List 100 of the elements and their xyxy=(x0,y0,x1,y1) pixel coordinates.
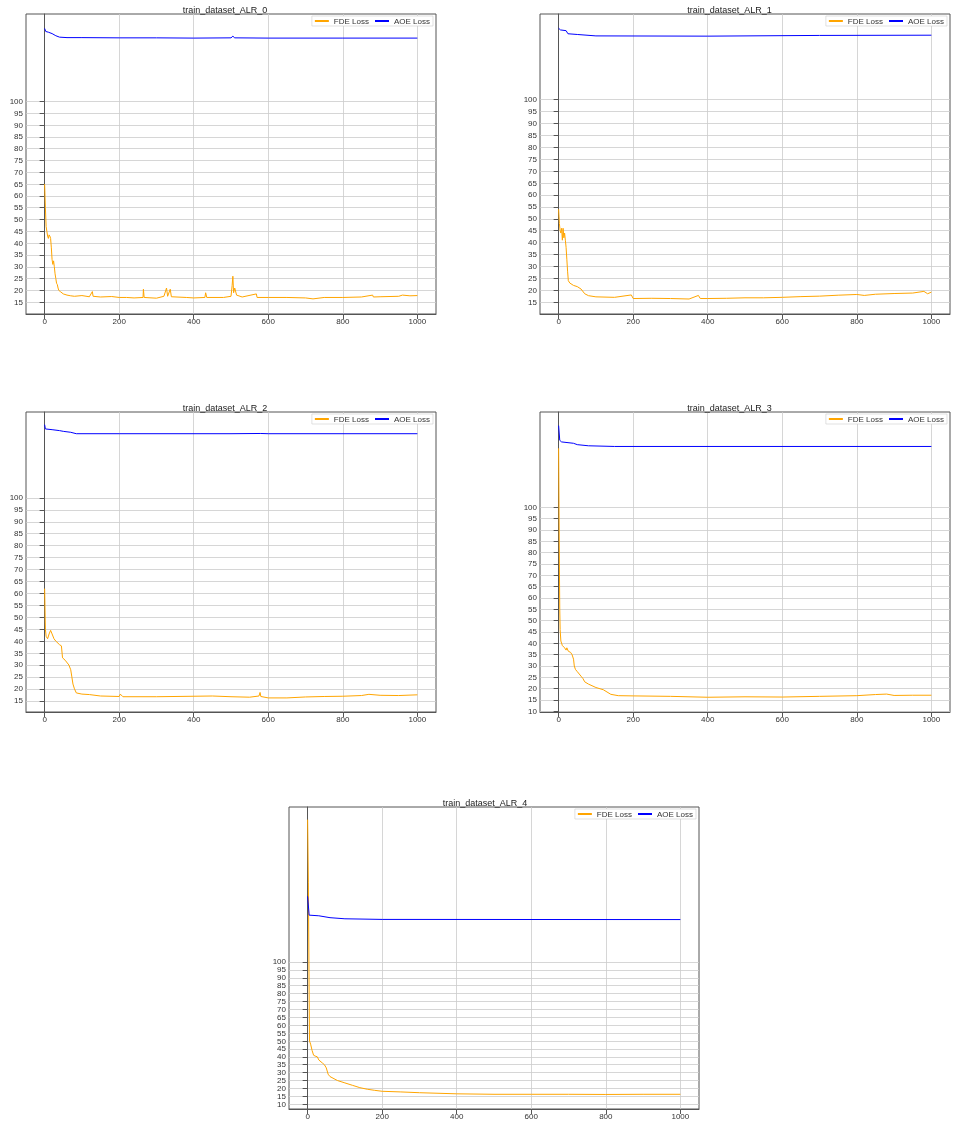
x-tick-label: 400 xyxy=(450,1111,464,1121)
y-tick-label: 95 xyxy=(528,514,538,524)
y-tick-label: 70 xyxy=(14,167,24,177)
line-series xyxy=(307,819,681,1095)
y-tick-label: 30 xyxy=(14,660,24,670)
x-tick-label: 1000 xyxy=(922,714,941,724)
y-tick-label: 30 xyxy=(277,1068,287,1078)
y-tick-label: 45 xyxy=(528,627,538,637)
y-tick-label: 25 xyxy=(528,273,538,283)
y-tick-label: 90 xyxy=(528,119,538,129)
y-tick-label: 95 xyxy=(277,965,287,975)
y-tick-label: 15 xyxy=(528,297,538,307)
x-tick-label: 400 xyxy=(187,316,201,326)
y-tick-label: 10 xyxy=(277,1099,287,1109)
y-tick-label: 70 xyxy=(528,166,538,176)
y-tick-label: 40 xyxy=(14,238,24,248)
y-tick-label: 35 xyxy=(277,1060,287,1070)
y-tick-label: 20 xyxy=(528,285,538,295)
chart-title: train_dataset_ALR_2 xyxy=(182,402,268,413)
y-tick-label: 40 xyxy=(528,638,538,648)
y-tick-label: 40 xyxy=(277,1052,287,1062)
y-tick-label: 40 xyxy=(14,636,24,646)
y-tick-label: 70 xyxy=(277,1004,287,1014)
y-tick-label: 100 xyxy=(272,957,287,967)
legend-label: FDE Loss xyxy=(847,16,883,26)
line-series xyxy=(558,208,932,300)
y-tick-label: 85 xyxy=(528,536,538,546)
y-tick-label: 65 xyxy=(14,576,24,586)
y-tick-label: 95 xyxy=(14,108,24,118)
y-tick-label: 20 xyxy=(277,1083,287,1093)
y-tick-label: 35 xyxy=(528,249,538,259)
y-tick-label: 70 xyxy=(14,565,24,575)
y-tick-label: 95 xyxy=(14,505,24,515)
legend-label: FDE Loss xyxy=(333,414,369,424)
legend-label: AOE Loss xyxy=(393,414,430,424)
y-tick-label: 90 xyxy=(14,120,24,130)
y-tick-label: 65 xyxy=(277,1012,287,1022)
y-tick-label: 50 xyxy=(14,612,24,622)
y-tick-label: 55 xyxy=(528,604,538,614)
x-tick-label: 200 xyxy=(375,1111,390,1121)
y-tick-label: 15 xyxy=(528,695,538,705)
y-tick-label: 25 xyxy=(277,1076,287,1086)
y-tick-label: 55 xyxy=(14,600,24,610)
y-tick-label: 75 xyxy=(528,559,538,569)
x-tick-label: 800 xyxy=(336,714,351,724)
y-tick-label: 45 xyxy=(14,624,24,634)
y-tick-label: 50 xyxy=(528,616,538,626)
y-tick-label: 85 xyxy=(277,981,287,991)
y-tick-label: 50 xyxy=(528,214,538,224)
y-tick-label: 65 xyxy=(528,582,538,592)
y-tick-label: 85 xyxy=(14,132,24,142)
x-tick-label: 400 xyxy=(701,714,715,724)
x-tick-label: 800 xyxy=(850,316,865,326)
x-tick-label: 600 xyxy=(524,1111,539,1121)
legend-label: AOE Loss xyxy=(656,809,693,819)
y-tick-label: 30 xyxy=(14,262,24,272)
y-tick-label: 35 xyxy=(14,648,24,658)
y-tick-label: 100 xyxy=(9,96,24,106)
y-tick-label: 15 xyxy=(14,696,24,706)
x-tick-label: 400 xyxy=(187,714,201,724)
x-tick-label: 600 xyxy=(775,714,790,724)
y-tick-label: 40 xyxy=(528,238,538,248)
y-tick-label: 25 xyxy=(528,672,538,682)
y-tick-label: 55 xyxy=(528,202,538,212)
x-tick-label: 800 xyxy=(850,714,865,724)
line-series xyxy=(558,425,932,447)
legend-label: FDE Loss xyxy=(596,809,632,819)
y-tick-label: 90 xyxy=(528,525,538,535)
y-tick-label: 60 xyxy=(277,1020,287,1030)
x-tick-label: 200 xyxy=(626,714,641,724)
y-tick-label: 15 xyxy=(14,297,24,307)
y-tick-label: 80 xyxy=(528,142,538,152)
y-tick-label: 70 xyxy=(528,570,538,580)
x-tick-label: 600 xyxy=(261,316,276,326)
y-tick-label: 75 xyxy=(14,553,24,563)
y-tick-label: 80 xyxy=(277,989,287,999)
line-series xyxy=(44,183,418,300)
y-tick-label: 55 xyxy=(14,203,24,213)
x-tick-label: 200 xyxy=(626,316,641,326)
y-tick-label: 15 xyxy=(277,1091,287,1101)
y-tick-label: 25 xyxy=(14,672,24,682)
y-tick-label: 90 xyxy=(14,517,24,527)
y-tick-label: 20 xyxy=(528,684,538,694)
y-tick-label: 80 xyxy=(14,144,24,154)
y-tick-label: 90 xyxy=(277,973,287,983)
y-tick-label: 50 xyxy=(14,215,24,225)
y-tick-label: 45 xyxy=(277,1044,287,1054)
legend-label: FDE Loss xyxy=(847,414,883,424)
chart-title: train_dataset_ALR_1 xyxy=(687,4,772,15)
y-tick-label: 45 xyxy=(528,226,538,236)
y-tick-label: 85 xyxy=(528,130,538,140)
line-series xyxy=(44,424,418,435)
x-tick-label: 600 xyxy=(775,316,790,326)
y-tick-label: 60 xyxy=(528,190,538,200)
line-series xyxy=(44,27,418,39)
x-tick-label: 800 xyxy=(336,316,351,326)
legend-label: AOE Loss xyxy=(393,16,430,26)
y-tick-label: 25 xyxy=(14,274,24,284)
legend-label: FDE Loss xyxy=(333,16,369,26)
y-tick-label: 100 xyxy=(9,493,24,503)
